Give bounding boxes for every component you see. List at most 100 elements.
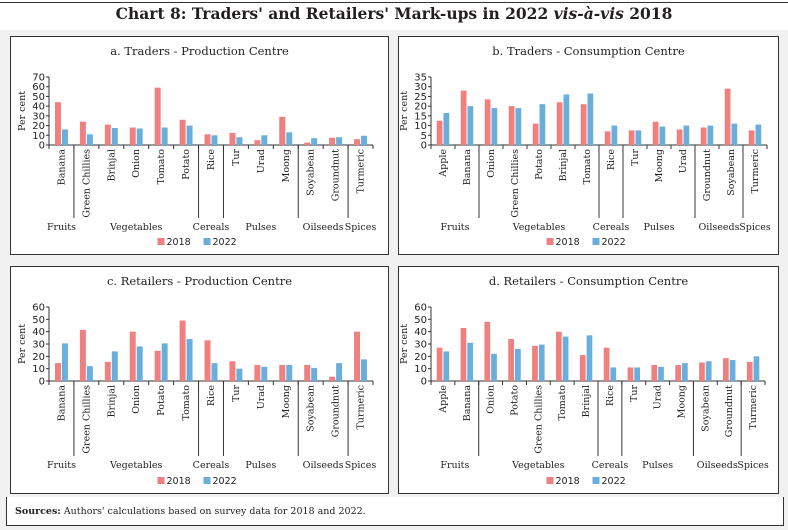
group-label: Vegetables (512, 222, 566, 233)
bar-2022-urad (683, 125, 690, 145)
bar-2018-tomato (555, 331, 562, 381)
chart-title: c. Retailers - Production Centre (107, 274, 292, 288)
bar-2018-tomato (179, 320, 186, 381)
category-label: Brinjal (581, 385, 592, 417)
category-label: Soyabean (700, 385, 711, 432)
group-label: Pulses (644, 222, 675, 233)
bar-2022-rice (211, 135, 218, 145)
y-tick-label: 20 (32, 121, 45, 132)
bar-2018-urad (254, 364, 261, 381)
bar-2018-rice (603, 347, 610, 381)
y-axis-label: Per cent (17, 91, 28, 131)
category-label: Moong (654, 149, 665, 182)
bar-2018-moong (279, 116, 286, 145)
bar-2018-banana (54, 363, 61, 381)
legend-label: 2018 (556, 476, 580, 487)
bar-2022-brinjal (586, 335, 593, 381)
legend-swatch-2022 (203, 477, 211, 484)
bar-2022-tomato (186, 339, 193, 381)
y-tick-label: 25 (414, 92, 427, 103)
category-label: Urad (256, 385, 267, 409)
group-label: Pulses (245, 460, 276, 471)
y-tick-label: 30 (32, 111, 45, 122)
category-label: Onion (486, 385, 497, 414)
chart-title: b. Traders - Consumption Centre (492, 44, 685, 58)
bar-2022-tur (236, 137, 243, 145)
bar-2022-potato (539, 104, 546, 145)
source-label: Sources: (15, 506, 61, 517)
category-label: Rice (206, 149, 217, 171)
category-label: Turmeric (356, 385, 367, 430)
bar-2018-tomato (154, 87, 161, 145)
group-label: Spices (737, 460, 769, 471)
group-label: Pulses (245, 222, 276, 233)
bar-2022-tur (236, 368, 243, 381)
bar-2018-onion (484, 99, 491, 145)
bar-2022-urad (261, 135, 268, 145)
category-label: Banana (462, 385, 473, 422)
bar-2022-urad (658, 366, 664, 381)
bar-2022-urad (261, 366, 268, 381)
category-label: Brinjal (106, 149, 117, 181)
bar-2018-urad (676, 129, 683, 145)
bar-2018-onion (129, 127, 136, 145)
category-label: Tomato (156, 149, 167, 185)
category-label: Urad (678, 149, 689, 173)
bar-2018-urad (254, 140, 261, 145)
category-label: Groundnut (331, 385, 342, 437)
y-tick-label: 40 (32, 102, 45, 113)
bar-chart: d. Retailers - Consumption Centre 0 102030… (399, 274, 769, 487)
bar-2018-onion (129, 331, 136, 381)
bar-2018-rice (204, 134, 211, 145)
bar-2018-onion (484, 321, 491, 381)
bar-2022-groundnut (707, 125, 714, 145)
bar-2018-turmeric (748, 130, 755, 145)
bar-2022-groundnut (336, 137, 343, 145)
bar-2022-turmeric (361, 359, 368, 381)
group-label: Spices (345, 460, 377, 471)
y-tick-label: 60 (32, 82, 45, 93)
group-label: Fruits (440, 460, 469, 471)
category-label: Rice (206, 385, 217, 407)
bar-2018-tur (628, 130, 635, 145)
bar-2022-onion (491, 108, 498, 145)
bar-2018-brinjal (579, 355, 586, 381)
bar-2018-brinjal (104, 124, 111, 145)
bar-2018-banana (460, 90, 467, 145)
category-label: Banana (56, 149, 67, 186)
group-label: Fruits (47, 460, 76, 471)
group-label: Spices (345, 222, 377, 233)
bar-2018-groundnut (329, 376, 336, 381)
category-label: Brinjal (558, 149, 569, 181)
category-label: Soyabean (306, 385, 317, 432)
bar-2018-urad (651, 364, 658, 381)
y-tick-label: 0 (39, 377, 45, 388)
group-label: Cereals (592, 460, 629, 471)
bar-2022-banana (61, 343, 68, 381)
bar-2018-brinjal (104, 361, 111, 381)
group-label: Fruits (441, 222, 470, 233)
category-label: Brinjal (106, 385, 117, 417)
bar-2022-banana (61, 129, 68, 145)
bar-2022-tomato (161, 127, 168, 145)
bar-2022-tur (635, 130, 642, 145)
group-label: Vegetables (109, 222, 163, 233)
bar-2022-onion (136, 346, 143, 381)
category-label: Tur (231, 149, 242, 166)
bar-2022-groundnut (729, 360, 736, 381)
panel-traders-production: a. Traders - Production Centre 0 10 20 30 40 5… (10, 36, 389, 255)
bar-2022-potato (515, 348, 521, 381)
title-text: Chart 8: Traders' and Retailers' Mark-up… (115, 4, 554, 23)
category-label: Moong (677, 385, 688, 418)
legend-swatch-2018 (157, 477, 165, 484)
bar-2018-potato (532, 123, 539, 145)
y-tick-label: 0 (421, 377, 427, 388)
bar-2018-banana (460, 327, 467, 381)
y-tick-label: 50 (32, 92, 45, 103)
chart-title: d. Retailers - Consumption Centre (489, 274, 688, 288)
bar-2022-soyabean (311, 138, 318, 145)
bar-2022-tomato (587, 93, 594, 145)
group-label: Pulses (642, 460, 673, 471)
category-label: Apple (438, 149, 449, 178)
legend-swatch-2018 (157, 238, 165, 245)
